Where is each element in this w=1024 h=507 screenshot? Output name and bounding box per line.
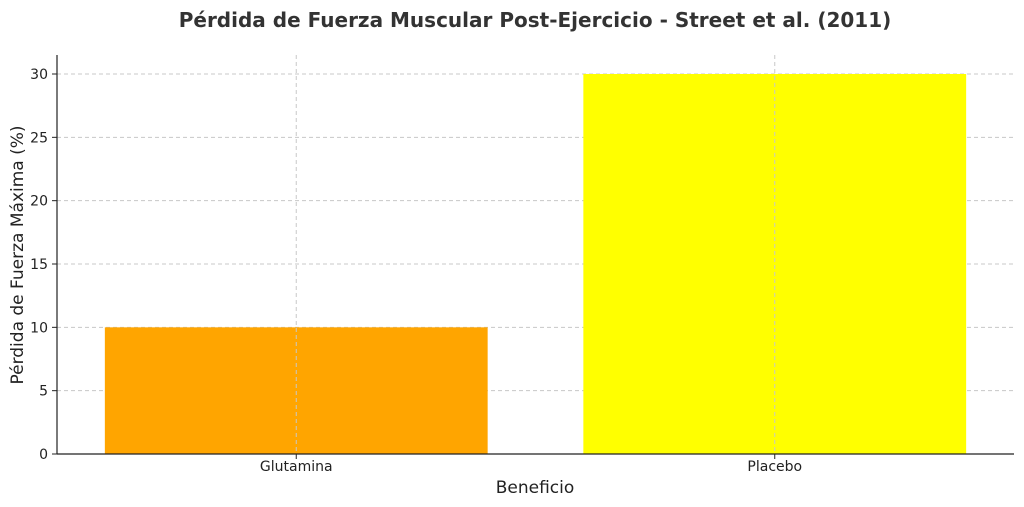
bar-glutamina [104, 327, 488, 454]
y-tick-label: 15 [30, 257, 48, 273]
y-tick-label: 10 [30, 320, 48, 336]
bars [104, 55, 967, 454]
chart-title: Pérdida de Fuerza Muscular Post-Ejercici… [179, 8, 892, 32]
x-tick-label-placebo: Placebo [747, 459, 802, 475]
y-tick-label: 20 [30, 194, 48, 210]
grid [57, 73, 1014, 392]
axes: 0 5 10 15 20 25 30 Glutamina Placebo [30, 55, 1014, 475]
y-tick-label: 25 [30, 130, 48, 146]
bar-placebo [583, 74, 967, 454]
y-axis-label: Pérdida de Fuerza Máxima (%) [8, 125, 28, 384]
y-tick-label: 30 [30, 67, 48, 83]
y-tick-label: 0 [39, 447, 48, 463]
x-tick-label-glutamina: Glutamina [260, 459, 333, 475]
y-tick-label: 5 [39, 384, 48, 400]
x-axis-label: Beneficio [496, 478, 575, 498]
